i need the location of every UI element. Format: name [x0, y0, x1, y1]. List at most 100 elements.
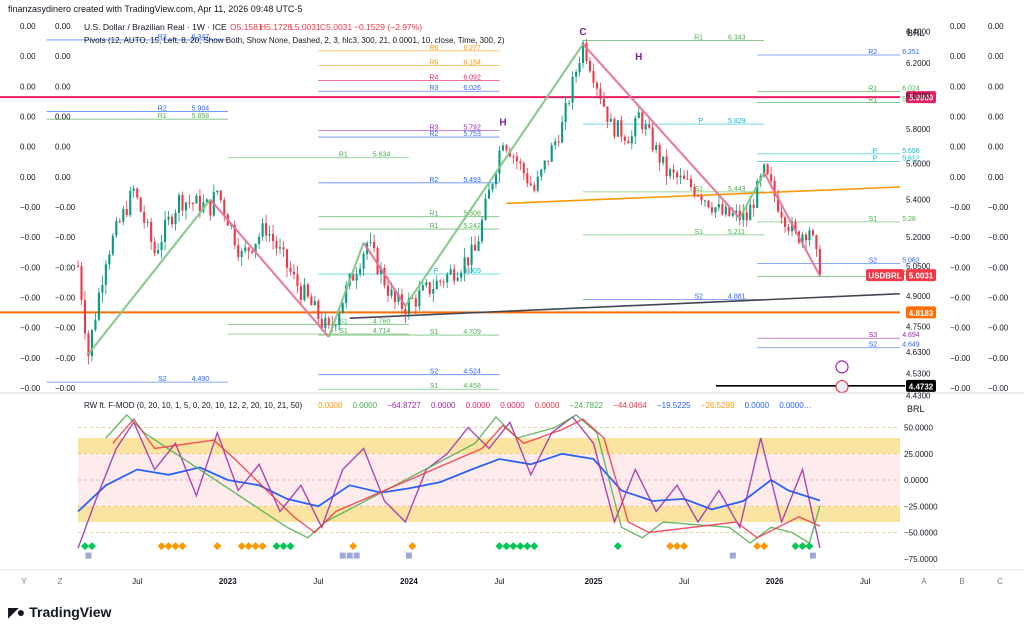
candle — [320, 319, 323, 329]
left-scale-label: −0.00 — [55, 233, 76, 242]
oscillator-value: 0.0000 — [318, 401, 343, 410]
osc-marker-diamond — [613, 542, 622, 551]
candle — [181, 194, 184, 211]
candle — [484, 198, 487, 220]
candle — [672, 169, 675, 173]
candle — [665, 156, 668, 177]
candle — [97, 292, 100, 320]
candle — [581, 42, 585, 64]
osc-marker-diamond — [349, 542, 358, 551]
candle — [285, 249, 289, 268]
osc-marker-diamond — [80, 542, 89, 551]
candle — [453, 269, 456, 281]
left-scale-label: 0.00 — [55, 82, 71, 91]
candle — [515, 156, 518, 162]
pivot-level-value: 5.612 — [902, 156, 920, 163]
candle — [818, 248, 821, 276]
price-pane[interactable]: R3 6.347 R2 5.904 R1 5.858 R1 5.634 S1 4.760 S1 4.7… — [0, 27, 936, 394]
pivot-level-value: 4.714 — [373, 328, 391, 335]
left-scale-label: −0.00 — [20, 294, 41, 303]
oscillator-pane[interactable] — [77, 413, 900, 559]
pivot-level-label: R1 — [868, 86, 877, 93]
candle — [442, 281, 445, 283]
right-scale-label: −0.00 — [950, 233, 971, 242]
candle — [463, 257, 466, 273]
time-tick-label: 2025 — [585, 577, 603, 586]
right-scale-label: −0.00 — [988, 233, 1009, 242]
pivot-level-label: S2 — [869, 342, 878, 349]
candle — [299, 286, 302, 301]
candle — [686, 178, 689, 180]
price-tick-label: 4.9000 — [906, 292, 931, 301]
price-badge: 5.9900 — [906, 91, 936, 104]
osc-series-line — [112, 417, 821, 539]
chart-area[interactable]: R3 6.347 R2 5.904 R1 5.858 R1 5.634 S1 4.760 S1 4.7… — [0, 16, 1024, 594]
osc-marker-diamond — [178, 542, 187, 551]
time-tick-label: Jul — [679, 577, 689, 586]
pivot-level-label: P — [873, 148, 878, 155]
candle — [512, 156, 515, 158]
candle — [752, 204, 755, 208]
pivot-level-label: S1 — [869, 216, 878, 223]
candle — [303, 284, 306, 301]
candle — [104, 264, 107, 285]
candle — [456, 277, 459, 281]
right-scale-label: 0.00 — [988, 143, 1004, 152]
left-scale-label: 0.00 — [20, 143, 36, 152]
pivot-level-value: 5.656 — [902, 148, 920, 155]
pivot-level-value: 6.024 — [902, 86, 920, 93]
tradingview-footer[interactable]: ◤● TradingView — [8, 600, 111, 624]
candle — [585, 42, 588, 62]
candle — [439, 280, 442, 282]
time-tick-label: Jul — [494, 577, 504, 586]
pivot-level-label: S1 — [694, 229, 703, 236]
candle — [425, 282, 428, 286]
candle — [623, 136, 626, 141]
pivot-level-label: R3 — [429, 85, 438, 92]
candle — [191, 203, 194, 205]
candle — [745, 212, 748, 221]
pivot-level-value: 6.251 — [902, 49, 920, 56]
candle — [334, 325, 337, 327]
osc-marker-diamond — [157, 542, 166, 551]
candle — [216, 190, 219, 193]
candle — [359, 268, 362, 275]
price-tick-label: 4.6300 — [906, 348, 931, 357]
left-scale-label: −0.00 — [20, 263, 41, 272]
right-scale-label: 0.00 — [950, 113, 966, 122]
chart-svg[interactable]: R3 6.347 R2 5.904 R1 5.858 R1 5.634 S1 4.760 S1 4.7… — [0, 16, 1024, 594]
right-scale-label: −0.00 — [950, 324, 971, 333]
osc-tick-label: 25.0000 — [904, 450, 933, 459]
pivot-level-label: P — [873, 156, 878, 163]
pivots-indicator-legend: Pivots (12, AUTO, 15, Left, 8, 20, Show … — [84, 36, 505, 45]
right-scale-label: 0.00 — [950, 143, 966, 152]
pivot-level-value: 4.649 — [902, 342, 920, 349]
candle — [696, 195, 700, 197]
flag-icon — [835, 379, 849, 394]
candle — [310, 296, 313, 306]
left-scale-label: −0.00 — [55, 263, 76, 272]
candle — [658, 145, 661, 163]
candle — [801, 234, 804, 243]
pivot-level-label: S2 — [158, 376, 167, 383]
osc-marker-square — [85, 552, 92, 559]
candle — [132, 188, 135, 191]
pivot-level-label: R1 — [429, 223, 438, 230]
candle — [724, 206, 727, 215]
candle — [251, 250, 254, 253]
candle — [265, 223, 268, 236]
candle — [501, 145, 504, 151]
price-badge-bg — [906, 269, 936, 282]
pivot-level-value: 5.753 — [463, 131, 481, 138]
left-scale-label: −0.00 — [20, 324, 41, 333]
candle — [184, 202, 188, 211]
oscillator-name: RW ft. F-MOD (0, 20, 10, 1, 5, 0, 20, 10… — [84, 401, 303, 410]
candle — [644, 124, 647, 130]
candle — [428, 282, 431, 294]
osc-marker-square — [729, 552, 736, 559]
candle — [470, 244, 473, 266]
oscillator-value: 0.0000 — [431, 401, 456, 410]
tradingview-logo-icon: ◤● — [8, 603, 25, 620]
candle — [139, 197, 142, 212]
candle — [641, 112, 644, 130]
